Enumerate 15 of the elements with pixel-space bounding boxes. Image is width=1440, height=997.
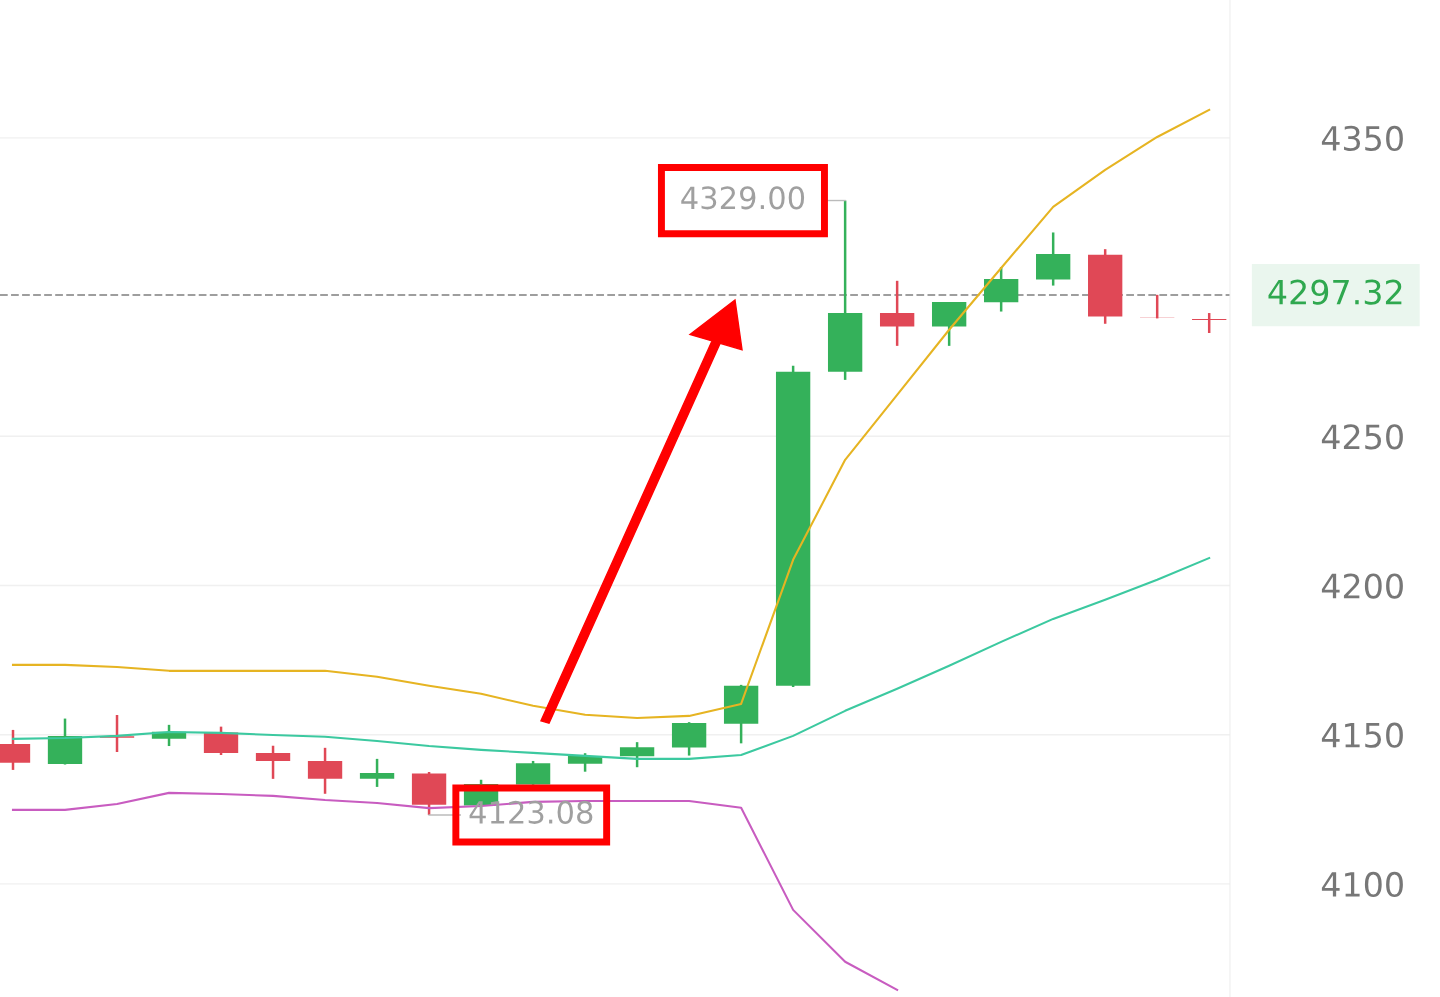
candlestick	[619, 740, 655, 769]
y-tick-label: 4200	[1321, 573, 1403, 599]
candlestick	[359, 757, 395, 789]
line-series	[11, 556, 1211, 760]
annotation: 4329.00	[681, 186, 805, 210]
ref-line-label: 4297.32	[1268, 279, 1402, 305]
y-tick-label: 4150	[1321, 722, 1403, 748]
annotation: 4123.08	[469, 800, 593, 824]
y-tick-label: 4100	[1321, 871, 1403, 898]
y-tick-label: 4350	[1321, 125, 1403, 152]
y-tick-label: 4250	[1321, 424, 1403, 450]
candlestick	[255, 744, 291, 781]
line-series	[11, 791, 899, 991]
line-series	[11, 108, 1211, 720]
candlestick	[1192, 311, 1227, 335]
